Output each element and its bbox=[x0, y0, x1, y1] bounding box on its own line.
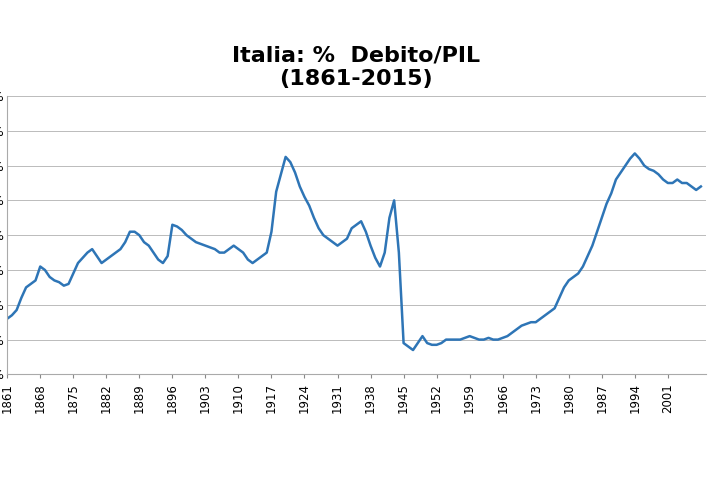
Title: Italia: %  Debito/PIL
(1861-2015): Italia: % Debito/PIL (1861-2015) bbox=[233, 46, 480, 89]
